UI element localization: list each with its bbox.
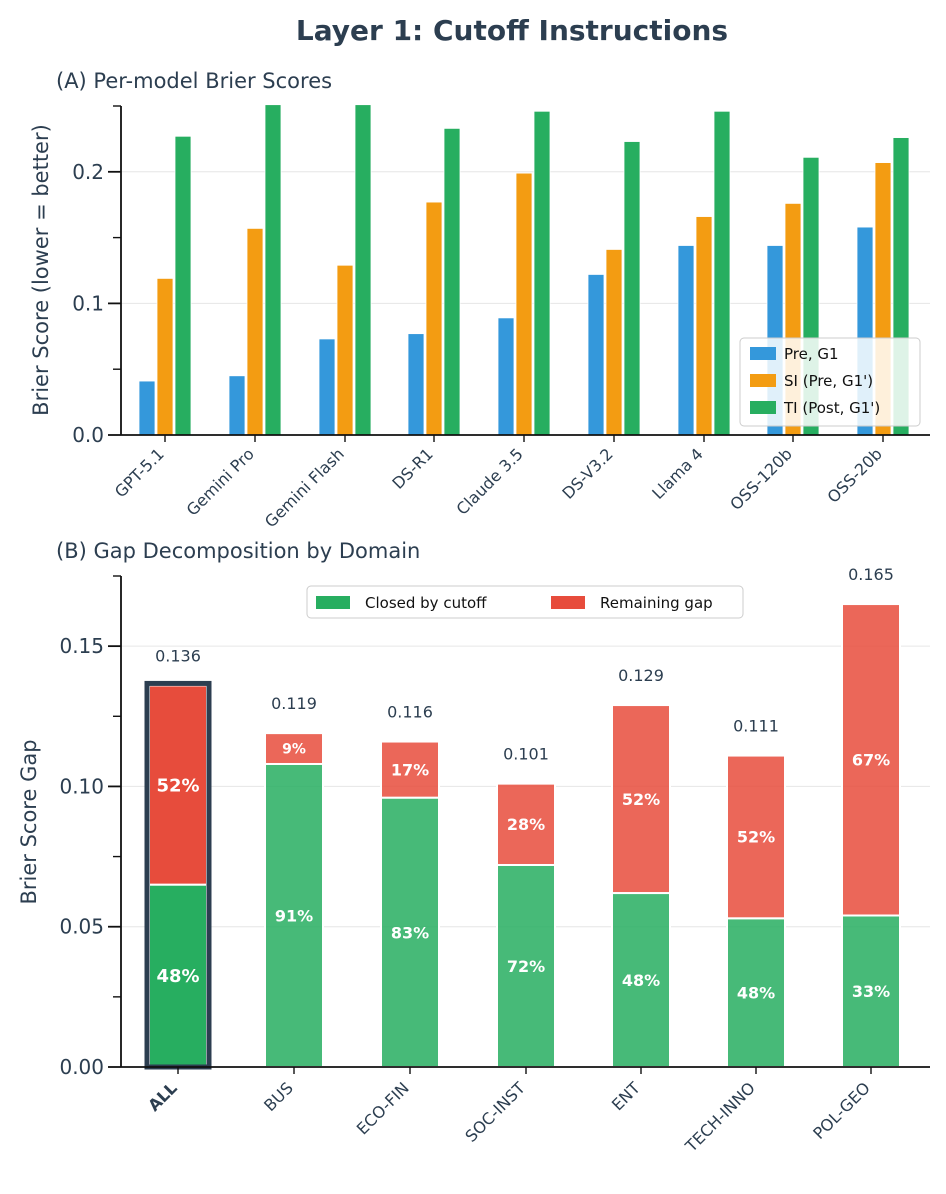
pct-label-pol-geo-closed: 33% — [852, 982, 890, 1001]
pct-label-tech-inno-remaining: 52% — [737, 828, 775, 847]
pct-label-soc-inst-remaining: 28% — [507, 815, 545, 834]
y-tick-label: 0.15 — [59, 634, 104, 658]
bar-eco-fin-closed — [380, 796, 440, 1068]
bar-gpt-5-1-ti-post-g1 — [174, 135, 192, 436]
x-tick-label-ds-r1: DS-R1 — [388, 444, 436, 492]
pct-label-pol-geo-remaining: 67% — [852, 751, 890, 770]
x-tick-label-gemini-pro: Gemini Pro — [183, 444, 258, 519]
bar-gemini-flash-ti-post-g1 — [354, 104, 372, 436]
bar-ds-v3-2-si-pre-g1 — [605, 249, 623, 436]
legend-frame — [739, 337, 921, 427]
y-tick-label: 0.2 — [72, 160, 104, 184]
legend-swatch-si — [750, 374, 776, 387]
x-tick-label-all: ALL — [144, 1078, 181, 1115]
y-tick-label: 0.0 — [72, 423, 104, 447]
panel-b-y-label: Brier Score Gap — [17, 739, 41, 904]
bar-pol-geo-remaining — [841, 603, 901, 917]
bar-claude-3-5-pre-g1 — [497, 317, 515, 436]
x-tick-label-soc-inst: SOC-INST — [461, 1078, 529, 1146]
legend-label-ti: TI (Post, G1') — [783, 399, 880, 417]
x-tick-label-bus: BUS — [260, 1078, 297, 1115]
total-label-tech-inno: 0.111 — [733, 717, 779, 736]
x-tick-label-gpt-5-1: GPT-5.1 — [111, 444, 168, 501]
total-label-eco-fin: 0.116 — [387, 703, 433, 722]
bar-llama-4-si-pre-g1 — [695, 216, 713, 436]
legend-label-pre-g1: Pre, G1 — [784, 345, 839, 363]
bar-ds-r1-si-pre-g1 — [425, 201, 443, 436]
bar-ds-r1-pre-g1 — [407, 333, 425, 436]
pct-label-ent-remaining: 52% — [622, 790, 660, 809]
legend-swatch-ti — [750, 401, 776, 414]
x-tick-label-oss-20b: OSS-20b — [823, 444, 885, 506]
x-tick-label-ds-v3-2: DS-V3.2 — [558, 444, 616, 502]
legend-label-closed: Closed by cutoff — [365, 594, 487, 612]
y-tick-label: 0.00 — [59, 1055, 104, 1079]
bar-gpt-5-1-pre-g1 — [138, 380, 156, 436]
bar-ds-r1-ti-post-g1 — [443, 127, 461, 436]
legend-frame — [306, 585, 744, 619]
bar-gemini-pro-ti-post-g1 — [264, 104, 282, 436]
bar-gemini-flash-si-pre-g1 — [336, 264, 354, 436]
bar-ds-v3-2-pre-g1 — [587, 274, 605, 436]
legend-swatch-closed — [316, 596, 350, 609]
x-tick-label-gemini-flash: Gemini Flash — [261, 444, 348, 531]
bar-tech-inno-remaining — [726, 754, 786, 920]
bar-bus-closed — [264, 762, 324, 1068]
panel-a-title: (A) Per-model Brier Scores — [56, 69, 332, 93]
x-tick-label-llama-4: Llama 4 — [648, 444, 707, 503]
legend-swatch-pre-g1 — [750, 347, 776, 360]
panel-a-legend: Pre, G1 SI (Pre, G1') TI (Post, G1') — [739, 337, 921, 427]
bar-claude-3-5-si-pre-g1 — [515, 172, 533, 436]
bar-soc-inst-remaining — [496, 782, 556, 866]
panel-a-chart: (A) Per-model Brier Scores 0.0 0.1 0.2 GPT… — [29, 69, 930, 531]
legend-label-si: SI (Pre, G1') — [784, 372, 873, 390]
x-tick-label-claude-3-5: Claude 3.5 — [453, 444, 527, 518]
x-tick-label-eco-fin: ECO-FIN — [353, 1078, 413, 1138]
bar-llama-4-pre-g1 — [677, 245, 695, 436]
bar-bus-remaining — [264, 732, 324, 765]
total-label-all: 0.136 — [155, 646, 201, 665]
legend-label-remaining: Remaining gap — [600, 594, 713, 612]
bar-llama-4-ti-post-g1 — [713, 110, 731, 436]
legend-swatch-remaining — [551, 596, 585, 609]
bar-ds-v3-2-ti-post-g1 — [623, 141, 641, 436]
y-tick-label: 0.1 — [72, 291, 104, 315]
total-label-pol-geo: 0.165 — [848, 565, 894, 584]
bar-eco-fin-remaining — [380, 740, 440, 799]
panel-b-chart: (B) Gap Decomposition by Domain 48% 52% 0.… — [17, 539, 930, 1156]
x-tick-label-oss-120b: OSS-120b — [726, 444, 796, 514]
bar-gpt-5-1-si-pre-g1 — [156, 277, 174, 436]
pct-label-tech-inno-closed: 48% — [737, 984, 775, 1003]
bar-ent-closed — [611, 892, 671, 1068]
pct-label-eco-fin-closed: 83% — [391, 923, 429, 942]
panel-b-legend: Closed by cutoff Remaining gap — [306, 585, 744, 619]
pct-label-eco-fin-remaining: 17% — [391, 760, 429, 779]
panel-a-y-label: Brier Score (lower = better) — [29, 124, 53, 416]
pct-label-bus-closed: 91% — [275, 906, 313, 925]
figure-title: Layer 1: Cutoff Instructions — [296, 14, 728, 47]
bar-gemini-flash-pre-g1 — [318, 338, 336, 436]
bar-gemini-pro-pre-g1 — [228, 375, 246, 436]
pct-label-bus-remaining: 9% — [282, 742, 306, 758]
bar-claude-3-5-ti-post-g1 — [533, 110, 551, 436]
pct-label-soc-inst-closed: 72% — [507, 957, 545, 976]
x-tick-label-ent: ENT — [608, 1078, 644, 1114]
pct-label-all-closed: 48% — [156, 966, 199, 987]
total-label-bus: 0.119 — [271, 694, 317, 713]
bar-ent-remaining — [611, 704, 671, 895]
x-tick-label-tech-inno: TECH-INNO — [681, 1078, 759, 1156]
y-tick-label: 0.05 — [59, 915, 104, 939]
y-tick-label: 0.10 — [59, 774, 104, 798]
bar-gemini-pro-si-pre-g1 — [246, 227, 264, 436]
pct-label-all-remaining: 52% — [156, 776, 199, 797]
x-tick-label-pol-geo: POL-GEO — [809, 1078, 874, 1143]
panel-b-title: (B) Gap Decomposition by Domain — [56, 539, 420, 563]
total-label-soc-inst: 0.101 — [503, 745, 549, 764]
total-label-ent: 0.129 — [618, 666, 664, 685]
pct-label-ent-closed: 48% — [622, 971, 660, 990]
